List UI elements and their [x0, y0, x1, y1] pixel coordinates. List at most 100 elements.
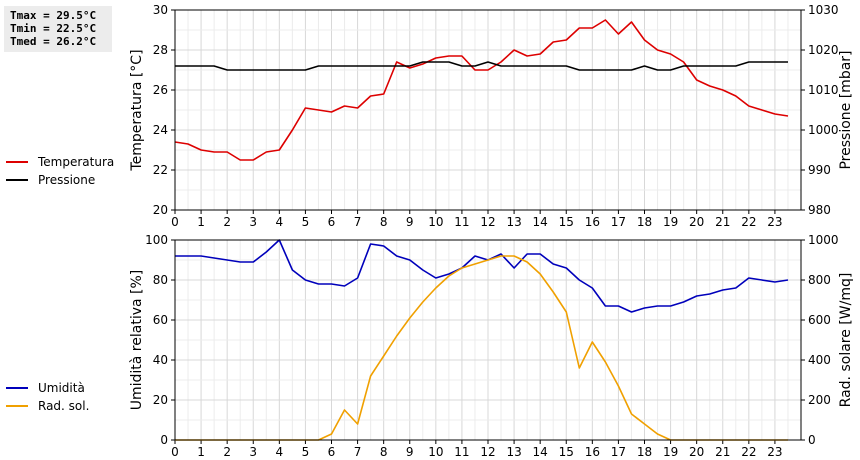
humidity-radiation-x-tick-label: 22: [741, 445, 756, 459]
humidity-radiation-x-tick-label: 20: [689, 445, 704, 459]
temp-pressure-y2-tick-label: 1030: [808, 3, 839, 17]
tmax-text: Tmax = 29.5°C: [10, 9, 97, 22]
humidity-radiation-y-tick-label: 80: [153, 273, 168, 287]
humidity-radiation-x-tick-label: 13: [506, 445, 521, 459]
temp-pressure-y2-tick-label: 1020: [808, 43, 839, 57]
humidity-radiation-y2-tick-label: 600: [808, 313, 831, 327]
temp-pressure-x-tick-label: 18: [637, 215, 652, 229]
humidity-radiation-x-tick-label: 7: [354, 445, 362, 459]
humidity-radiation-x-tick-label: 4: [276, 445, 284, 459]
temp-pressure-x-tick-label: 13: [506, 215, 521, 229]
temp-pressure-x-tick-label: 14: [533, 215, 548, 229]
legend-swatch-radiation: [6, 405, 28, 407]
humidity-radiation-x-tick-label: 16: [585, 445, 600, 459]
humidity-radiation-x-tick-label: 15: [559, 445, 574, 459]
humidity-radiation-x-tick-label: 12: [480, 445, 495, 459]
humidity-radiation-x-tick-label: 23: [767, 445, 782, 459]
temp-pressure-y2-tick-label: 1010: [808, 83, 839, 97]
humidity-radiation-y-tick-label: 40: [153, 353, 168, 367]
temp-pressure-y-tick-label: 26: [153, 83, 168, 97]
temp-pressure-x-tick-label: 22: [741, 215, 756, 229]
humidity-radiation-y2-tick-label: 800: [808, 273, 831, 287]
temp-pressure-y-tick-label: 24: [153, 123, 168, 137]
series-line-pressione: [175, 61, 788, 71]
temp-pressure-x-tick-label: 3: [249, 215, 257, 229]
temp-pressure-x-tick-label: 21: [715, 215, 730, 229]
humidity-radiation-y-tick-label: 60: [153, 313, 168, 327]
humidity-radiation-x-tick-label: 0: [171, 445, 179, 459]
legend-bottom: Umidità Rad. sol.: [6, 379, 89, 415]
humidity-radiation-x-tick-label: 10: [428, 445, 443, 459]
humidity-radiation-x-tick-label: 8: [380, 445, 388, 459]
humidity-radiation-x-tick-label: 21: [715, 445, 730, 459]
series-line-temperatura: [174, 19, 789, 161]
legend-swatch-temperature: [6, 161, 28, 163]
temp-pressure-y2-tick-label: 990: [808, 163, 831, 177]
legend-top: Temperatura Pressione: [6, 153, 114, 189]
temp-pressure-y-tick-label: 28: [153, 43, 168, 57]
humidity-radiation-y2-tick-label: 0: [808, 433, 816, 447]
temperature-stats-box: Tmax = 29.5°C Tmin = 22.5°C Tmed = 26.2°…: [4, 6, 112, 52]
legend-label-radiation: Rad. sol.: [38, 399, 90, 413]
temp-pressure-plot-frame: [174, 9, 802, 211]
humidity-radiation-x-tick-label: 11: [454, 445, 469, 459]
humidity-radiation-y-axis-label: Umidità relativa [%]: [129, 270, 145, 411]
humidity-radiation-x-tick-label: 6: [328, 445, 336, 459]
legend-item-pressure: Pressione: [6, 171, 114, 189]
temp-pressure-y-tick-label: 22: [153, 163, 168, 177]
legend-item-radiation: Rad. sol.: [6, 397, 89, 415]
temp-pressure-y-tick-label: 30: [153, 3, 168, 17]
humidity-radiation-y2-tick-label: 400: [808, 353, 831, 367]
temp-pressure-y2-axis-label: Pressione [mbar]: [838, 50, 854, 169]
temp-pressure-x-tick-label: 23: [767, 215, 782, 229]
humidity-radiation-y2-axis-label: Rad. solare [W/mq]: [838, 273, 854, 408]
temp-pressure-x-tick-label: 17: [611, 215, 626, 229]
temp-pressure-x-tick-label: 16: [585, 215, 600, 229]
humidity-radiation-y-tick-label: 100: [145, 233, 168, 247]
temp-pressure-x-tick-label: 4: [276, 215, 284, 229]
legend-label-temperature: Temperatura: [38, 155, 115, 169]
humidity-radiation-x-tick-label: 5: [302, 445, 310, 459]
legend-label-humidity: Umidità: [38, 381, 85, 395]
temp-pressure-x-tick-label: 0: [171, 215, 179, 229]
humidity-radiation-plot-frame: [174, 239, 802, 441]
humidity-radiation-y2-tick-label: 200: [808, 393, 831, 407]
series-line-umidit: [175, 239, 789, 313]
humidity-radiation-x-tick-label: 19: [663, 445, 678, 459]
temp-pressure-x-tick-label: 11: [454, 215, 469, 229]
series-line-rad-sol: [175, 255, 788, 441]
temp-pressure-y-tick-label: 20: [153, 203, 168, 217]
humidity-radiation-x-tick-label: 14: [533, 445, 548, 459]
temp-pressure-x-tick-label: 10: [428, 215, 443, 229]
humidity-radiation-x-tick-label: 18: [637, 445, 652, 459]
legend-swatch-pressure: [6, 179, 28, 181]
temp-pressure-x-tick-label: 2: [223, 215, 231, 229]
humidity-radiation-x-tick-label: 17: [611, 445, 626, 459]
temp-pressure-y2-tick-label: 980: [808, 203, 831, 217]
legend-item-temperature: Temperatura: [6, 153, 114, 171]
temp-pressure-x-tick-label: 9: [406, 215, 414, 229]
temp-pressure-x-tick-label: 5: [302, 215, 310, 229]
temp-pressure-x-tick-label: 12: [480, 215, 495, 229]
temp-pressure-x-tick-label: 20: [689, 215, 704, 229]
humidity-radiation-x-tick-label: 9: [406, 445, 414, 459]
humidity-radiation-y-tick-label: 0: [160, 433, 168, 447]
tmed-text: Tmed = 26.2°C: [10, 35, 97, 48]
temp-pressure-x-tick-label: 15: [559, 215, 574, 229]
humidity-radiation-y2-tick-label: 1000: [808, 233, 839, 247]
tmin-text: Tmin = 22.5°C: [10, 22, 97, 35]
temp-pressure-y-axis-label: Temperatura [°C]: [129, 49, 145, 171]
temp-pressure-y2-tick-label: 1000: [808, 123, 839, 137]
temp-pressure-x-tick-label: 8: [380, 215, 388, 229]
temp-pressure-x-tick-label: 6: [328, 215, 336, 229]
humidity-radiation-x-tick-label: 1: [197, 445, 205, 459]
temp-pressure-x-tick-label: 7: [354, 215, 362, 229]
humidity-radiation-x-tick-label: 2: [223, 445, 231, 459]
humidity-radiation-x-tick-label: 3: [249, 445, 257, 459]
humidity-radiation-y-tick-label: 20: [153, 393, 168, 407]
legend-swatch-humidity: [6, 387, 28, 389]
temp-pressure-x-tick-label: 1: [197, 215, 205, 229]
temp-pressure-x-tick-label: 19: [663, 215, 678, 229]
legend-item-humidity: Umidità: [6, 379, 89, 397]
